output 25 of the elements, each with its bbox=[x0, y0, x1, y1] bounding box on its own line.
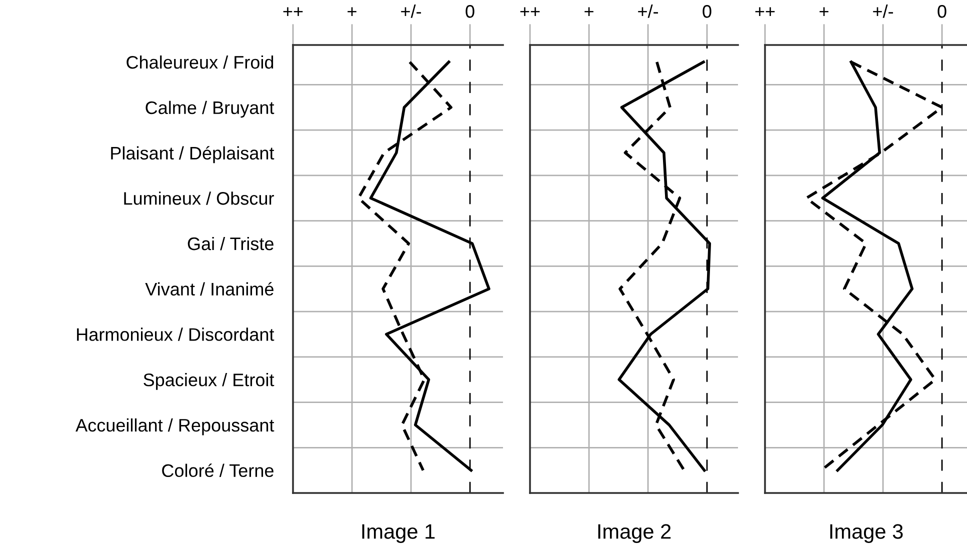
text: ++ bbox=[520, 7, 540, 16]
text: +/- bbox=[873, 4, 893, 18]
text: ++ bbox=[755, 7, 775, 16]
y-tick-label: Calme / Bruyant bbox=[146, 100, 274, 118]
x-axis-title: Image 2 bbox=[598, 524, 671, 543]
x-axis-title: Image 1 bbox=[362, 524, 435, 543]
text: 0 bbox=[702, 5, 712, 18]
text: +/- bbox=[401, 4, 421, 18]
y-tick-label: Plaisant / Déplaisant bbox=[111, 146, 274, 164]
text: + bbox=[348, 7, 356, 16]
text: + bbox=[820, 7, 828, 16]
y-tick-label: Lumineux / Obscur bbox=[124, 192, 274, 205]
text: +/- bbox=[638, 4, 658, 18]
y-tick-label: Gai / Triste bbox=[188, 236, 274, 250]
y-tick-label: Accueillant / Repoussant bbox=[76, 418, 274, 436]
text: 0 bbox=[938, 5, 946, 18]
x-axis-title: Image 3 bbox=[830, 524, 903, 543]
y-tick-label: Spacieux / Etroit bbox=[144, 373, 274, 390]
text: + bbox=[584, 7, 594, 16]
y-tick-label: Harmonieux / Discordant bbox=[77, 328, 274, 341]
y-tick-label: Coloré / Terne bbox=[162, 464, 274, 478]
y-tick-label: Vivant / Inanimé bbox=[145, 282, 274, 296]
y-tick-label: Chaleureux / Froid bbox=[126, 55, 274, 69]
text: ++ bbox=[283, 7, 303, 16]
text: 0 bbox=[466, 5, 474, 18]
